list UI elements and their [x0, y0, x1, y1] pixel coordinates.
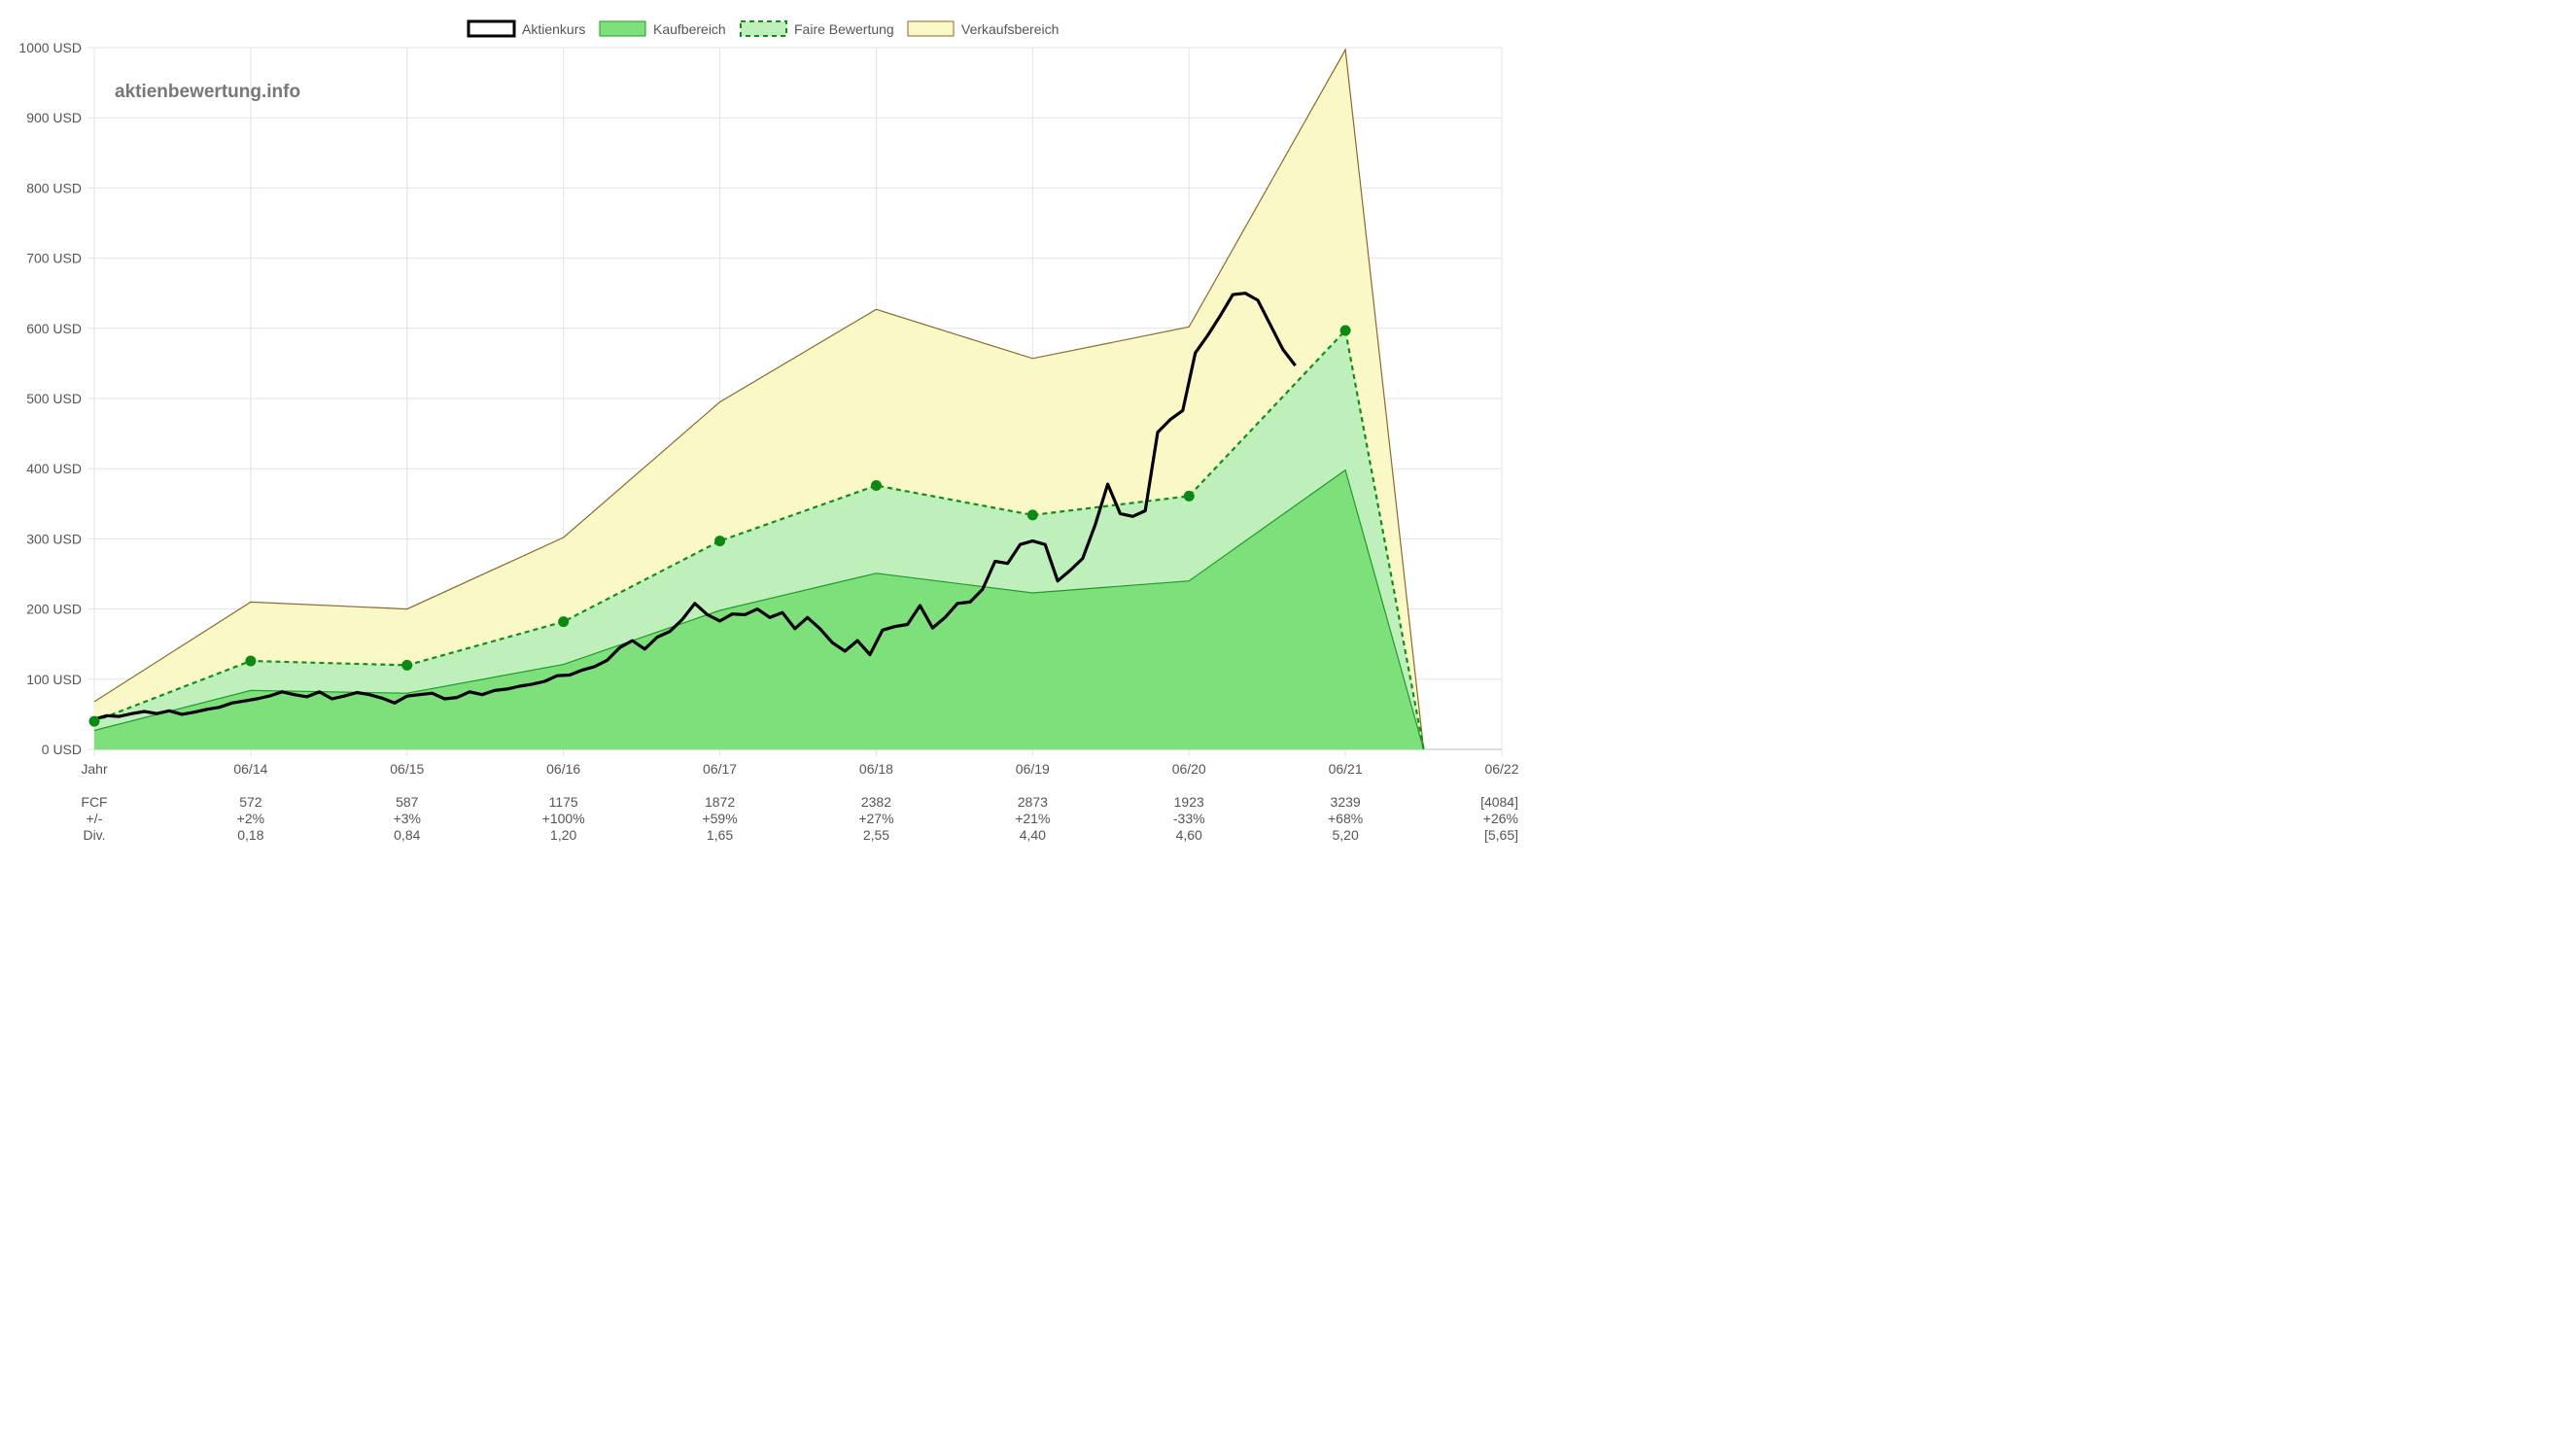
- fair-value-line: [93, 328, 1425, 750]
- x-tick-label: 06/19: [1016, 761, 1050, 777]
- footer-cell-fcf: [4084]: [1480, 794, 1518, 810]
- x-tick-label: 06/15: [390, 761, 424, 777]
- legend-label: Verkaufsbereich: [961, 21, 1059, 37]
- axis-layer: 0 USD 100 USD 200 USD 300 USD 400 USD 500 USD…: [18, 40, 1518, 777]
- fair-value-point: [401, 659, 413, 671]
- footer-cell-fcf: 572: [239, 794, 262, 810]
- legend-swatch-buy: [599, 20, 646, 37]
- fair-value-point: [558, 616, 570, 628]
- footer-cell-fcf: 1175: [549, 794, 578, 810]
- y-tick-label: 400 USD: [26, 461, 82, 476]
- fair-value-point: [1339, 325, 1351, 336]
- y-tick-label: 200 USD: [26, 602, 82, 617]
- y-tick-label: 500 USD: [26, 391, 82, 406]
- x-tick-label: 06/17: [703, 761, 737, 777]
- x-tick-label: 06/20: [1172, 761, 1206, 777]
- footer-cell-fcf: 3239: [1331, 794, 1361, 810]
- footer-cell-change: +3%: [394, 811, 421, 826]
- x-tick-label: 06/18: [859, 761, 893, 777]
- footer-cell-div: 2,55: [863, 827, 889, 843]
- sell-area: [94, 50, 1424, 749]
- footer-cell-change: +26%: [1483, 811, 1518, 826]
- y-tick-label: 1000 USD: [18, 40, 82, 55]
- buy-line: [93, 468, 1425, 750]
- x-tick-label: Jahr: [81, 761, 108, 777]
- fair-value-point: [714, 536, 726, 547]
- legend-label: Faire Bewertung: [794, 21, 894, 37]
- footer-row-label: +/-: [87, 811, 103, 826]
- fair-area: [94, 330, 1424, 749]
- legend: Aktienkurs Kaufbereich Faire Bewertung Verk…: [467, 19, 1059, 38]
- footer-cell-fcf: 2382: [861, 794, 891, 810]
- footer-cell-change: +68%: [1328, 811, 1363, 826]
- footer-cell-change: +2%: [237, 811, 264, 826]
- footer-cell-fcf: 1923: [1174, 794, 1204, 810]
- chart-container: 0 USD 100 USD 200 USD 300 USD 400 USD 500 USD…: [0, 0, 1524, 851]
- footer-cell-div: [5,65]: [1484, 827, 1518, 843]
- footer-cell-change: +27%: [858, 811, 893, 826]
- footer-cell-fcf: 2873: [1018, 794, 1048, 810]
- y-tick-label: 700 USD: [26, 251, 82, 266]
- footer-cell-change: +21%: [1015, 811, 1050, 826]
- legend-label: Kaufbereich: [653, 21, 726, 37]
- valuation-chart: 0 USD 100 USD 200 USD 300 USD 400 USD 500 USD…: [18, 19, 1519, 843]
- area-layer: [94, 50, 1424, 749]
- footer-row-label: FCF: [81, 794, 107, 810]
- sell-line: [93, 48, 1425, 750]
- fair-value-point: [870, 480, 882, 492]
- footer-table: FCF+/-Div.572+2%0,18587+3%0,841175+100%1…: [81, 794, 1518, 843]
- footer-cell-fcf: 587: [396, 794, 419, 810]
- legend-swatch-sell: [907, 20, 955, 37]
- y-tick-label: 0 USD: [42, 742, 82, 757]
- footer-cell-div: 0,18: [237, 827, 263, 843]
- y-tick-label: 600 USD: [26, 321, 82, 336]
- x-tick-label: 06/14: [233, 761, 267, 777]
- footer-cell-change: -33%: [1173, 811, 1205, 826]
- x-tick-label: 06/16: [546, 761, 580, 777]
- y-tick-label: 800 USD: [26, 180, 82, 195]
- legend-swatch-fair: [740, 20, 787, 37]
- legend-swatch-price: [467, 19, 516, 38]
- y-tick-label: 300 USD: [26, 531, 82, 546]
- fair-value-point: [88, 715, 100, 727]
- footer-cell-div: 1,65: [707, 827, 733, 843]
- footer-cell-fcf: 1872: [705, 794, 735, 810]
- fair-value-point: [1183, 490, 1195, 502]
- footer-cell-div: 4,40: [1020, 827, 1046, 843]
- fair-value-point: [245, 655, 257, 667]
- x-tick-label: 06/22: [1484, 761, 1518, 777]
- footer-cell-div: 5,20: [1332, 827, 1358, 843]
- line-layer: [88, 48, 1425, 750]
- y-tick-label: 900 USD: [26, 110, 82, 125]
- footer-cell-div: 4,60: [1176, 827, 1202, 843]
- footer-cell-change: +100%: [542, 811, 585, 826]
- footer-cell-change: +59%: [702, 811, 737, 826]
- y-tick-label: 100 USD: [26, 672, 82, 687]
- legend-label: Aktienkurs: [522, 21, 585, 37]
- footer-cell-div: 0,84: [394, 827, 420, 843]
- price-line: [93, 292, 1297, 721]
- x-tick-label: 06/21: [1329, 761, 1363, 777]
- footer-cell-div: 1,20: [550, 827, 576, 843]
- watermark-text: aktienbewertung.info: [115, 82, 300, 102]
- footer-row-label: Div.: [83, 827, 105, 843]
- fair-value-point: [1026, 509, 1038, 521]
